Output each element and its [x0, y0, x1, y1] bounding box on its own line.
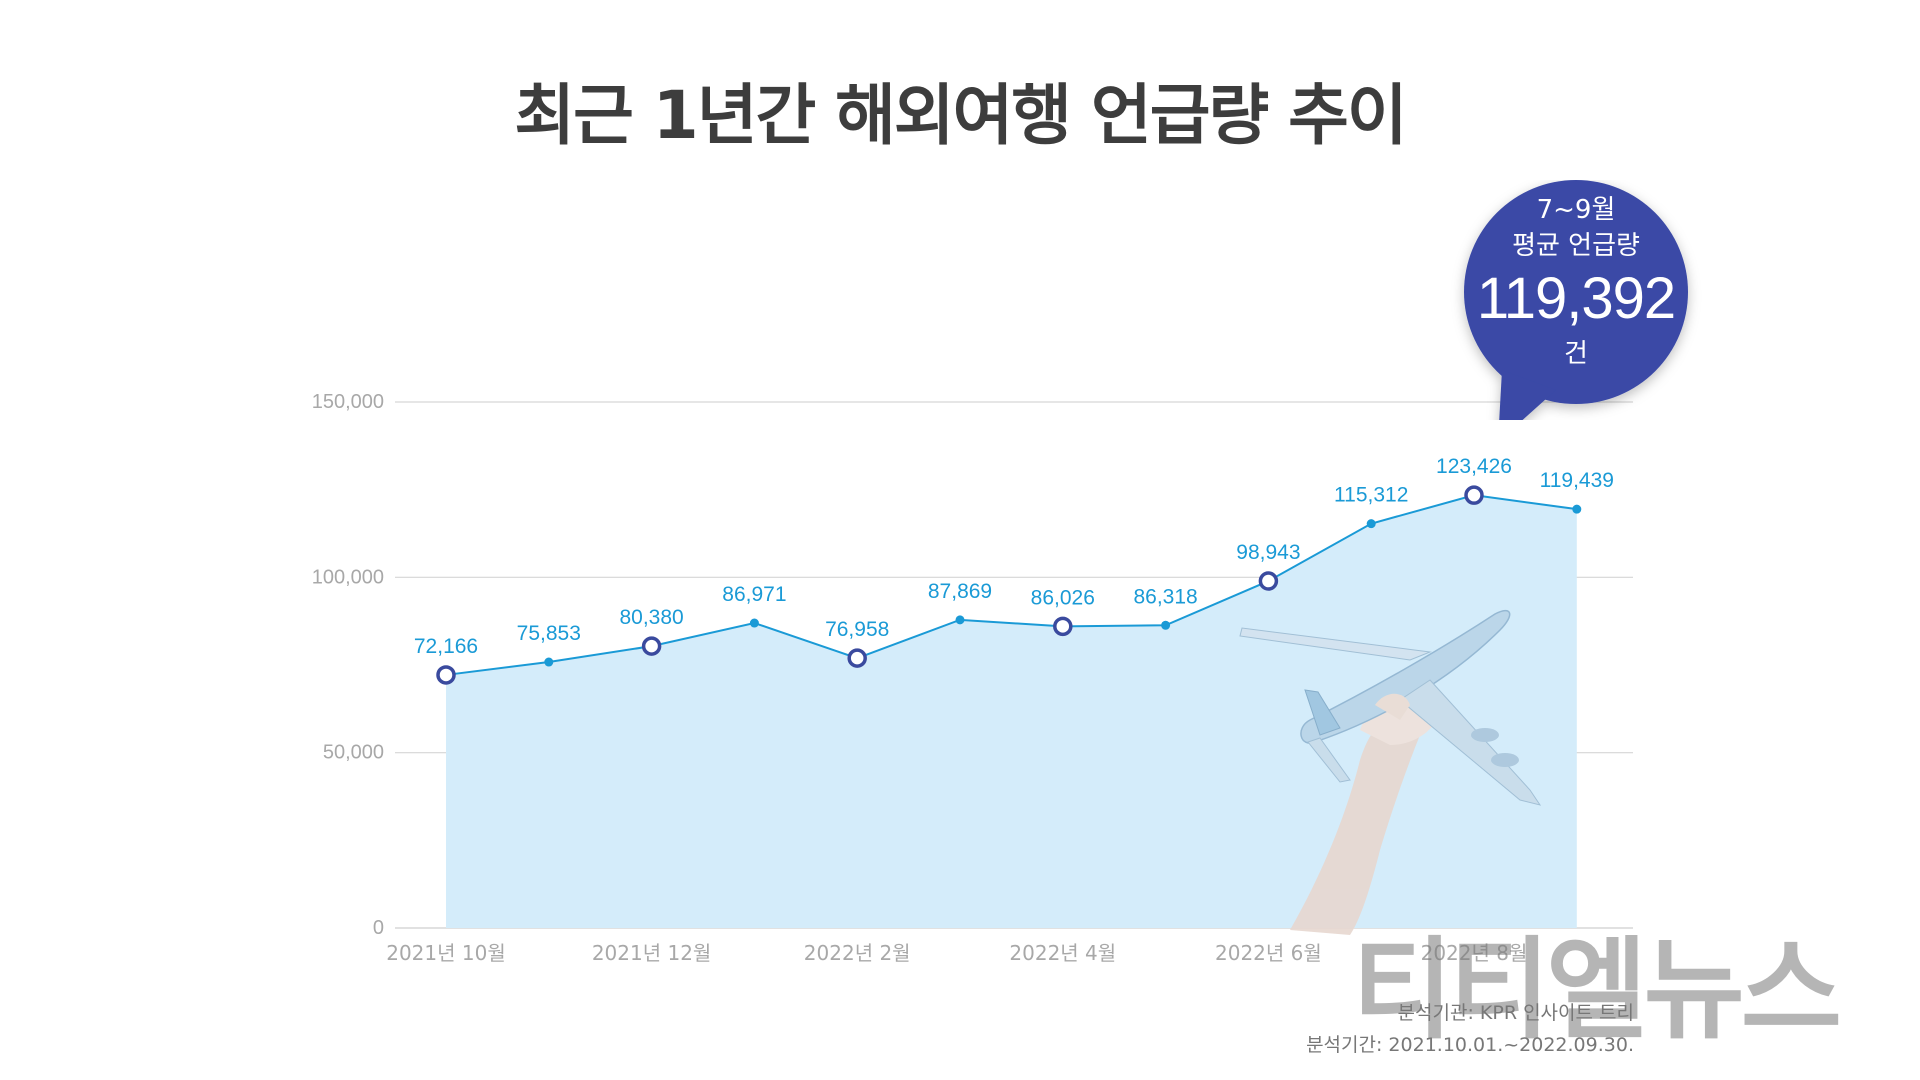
y-tick-label: 150,000 [312, 391, 384, 413]
data-label: 72,166 [414, 635, 478, 658]
x-tick-label: 2022년 2월 [804, 941, 911, 965]
area-fill [446, 495, 1577, 928]
data-point [1572, 504, 1582, 514]
callout-circle [1464, 180, 1688, 404]
data-point [1258, 571, 1279, 591]
data-label: 123,426 [1436, 455, 1512, 478]
data-point [1161, 620, 1171, 630]
data-label: 119,439 [1540, 469, 1614, 492]
data-label: 115,312 [1334, 484, 1408, 507]
callout-bubble [1464, 180, 1688, 420]
footer-period: 분석기간: 2021.10.01.~2022.09.30. [1306, 1034, 1634, 1056]
callout-unit: 건 [1564, 339, 1588, 369]
callout-value: 119,392 [1476, 266, 1676, 331]
data-point [1366, 519, 1376, 529]
data-label: 98,943 [1236, 541, 1300, 564]
watermark-logo: 티티엘뉴스 [1352, 926, 1842, 1054]
y-tick-label: 50,000 [323, 742, 384, 764]
callout-pointer [1499, 370, 1556, 420]
data-point [436, 665, 456, 685]
airplane-illustration [1239, 609, 1542, 935]
data-label: 75,853 [517, 622, 581, 645]
chart-title: 최근 1년간 해외여행 언급량 추이 [514, 77, 1407, 154]
data-label: 87,869 [928, 580, 992, 603]
callout-line1: 7~9월 [1536, 195, 1616, 225]
data-label: 80,380 [619, 606, 683, 629]
data-point [847, 648, 867, 668]
data-point [641, 636, 662, 656]
x-tick-label: 2022년 4월 [1009, 941, 1116, 965]
data-point [544, 657, 554, 667]
y-tick-label: 100,000 [312, 566, 384, 588]
data-label: 86,318 [1133, 585, 1197, 608]
footer-source: 분석기관: KPR 인사이트 트리 [1397, 1002, 1634, 1024]
data-label: 86,971 [722, 583, 786, 606]
x-tick-label: 2022년 8월 [1421, 941, 1528, 965]
callout-text: 7~9월 평균 언급량 119,392 건 [1436, 192, 1716, 374]
callout-line2: 평균 언급량 [1512, 231, 1640, 261]
data-point [749, 618, 759, 628]
x-tick-label: 2021년 12월 [592, 941, 712, 965]
y-tick-label: 0 [373, 917, 384, 939]
series-line [445, 494, 1577, 676]
data-label: 76,958 [825, 618, 889, 641]
data-point [1053, 616, 1073, 637]
x-tick-label: 2021년 10월 [386, 941, 506, 965]
x-tick-label: 2022년 6월 [1215, 941, 1322, 965]
data-label: 86,026 [1031, 586, 1095, 609]
data-point [1464, 485, 1484, 505]
data-point [955, 615, 965, 625]
